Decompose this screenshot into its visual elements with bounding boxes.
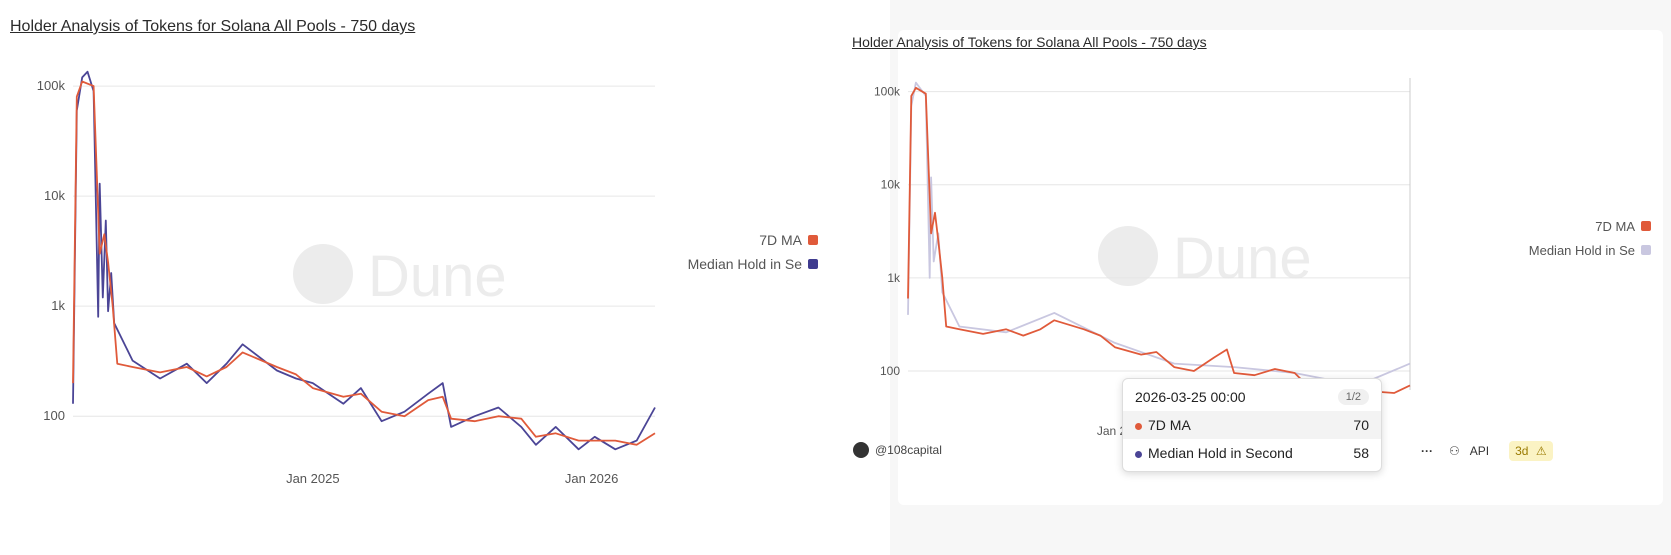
legend-label: Median Hold in Se bbox=[687, 256, 802, 272]
tooltip-row-median-hold: Median Hold in Second 58 bbox=[1123, 439, 1381, 467]
legend-swatch bbox=[808, 259, 818, 269]
tooltip-header: 2026-03-25 00:00 1/2 bbox=[1123, 379, 1381, 411]
age-badge[interactable]: 3d ⚠ bbox=[1509, 441, 1553, 461]
tooltip-row-7d-ma: 7D MA 70 bbox=[1123, 411, 1381, 439]
left-chart-svg: Dune 100 1k 10k 100k Jan 2025 Jan 2026 bbox=[37, 70, 656, 486]
y-tick-label: 100 bbox=[43, 408, 65, 423]
x-tick-label: Jan 2026 bbox=[565, 471, 619, 486]
legend-item-median-hold[interactable]: Median Hold in Se bbox=[1529, 238, 1651, 262]
y-tick-label: 100k bbox=[874, 85, 901, 99]
legend-item-7d-ma[interactable]: 7D MA bbox=[688, 228, 818, 252]
tooltip-series-label: 7D MA bbox=[1148, 417, 1191, 433]
y-tick-label: 10k bbox=[881, 178, 901, 192]
watermark: Dune bbox=[293, 244, 507, 309]
tooltip-page[interactable]: 1/2 bbox=[1337, 389, 1369, 405]
legend-swatch bbox=[1641, 221, 1651, 231]
watermark-text: Dune bbox=[368, 244, 507, 309]
y-tick-label: 1k bbox=[51, 298, 65, 313]
chart-legend: 7D MA Median Hold in Se bbox=[1529, 214, 1651, 262]
data-tooltip: 2026-03-25 00:00 1/2 7D MA 70 Median Hol… bbox=[1122, 378, 1382, 472]
more-options-button[interactable]: ··· bbox=[1415, 444, 1439, 458]
chart-title[interactable]: Holder Analysis of Tokens for Solana All… bbox=[10, 18, 416, 35]
legend-label: Median Hold in Se bbox=[1528, 242, 1635, 258]
legend-item-median-hold[interactable]: Median Hold in Se bbox=[688, 252, 818, 276]
watermark-logo bbox=[1098, 226, 1158, 286]
right-chart-panel: Holder Analysis of Tokens for Solana All… bbox=[852, 0, 1671, 555]
left-chart-panel: Holder Analysis of Tokens for Solana All… bbox=[10, 18, 818, 486]
watermark-logo bbox=[293, 244, 353, 304]
chart-title[interactable]: Holder Analysis of Tokens for Solana All… bbox=[852, 34, 1207, 50]
x-tick-label: Jan 2025 bbox=[286, 471, 340, 486]
y-tick-label: 100k bbox=[37, 78, 66, 93]
watermark-text: Dune bbox=[1173, 226, 1312, 291]
legend-swatch bbox=[808, 235, 818, 245]
chart-legend: 7D MA Median Hold in Se bbox=[688, 228, 818, 276]
avatar-icon[interactable] bbox=[853, 442, 869, 458]
series-dot bbox=[1135, 451, 1142, 458]
y-tick-label: 1k bbox=[887, 271, 901, 285]
toolbar: ··· ⚇ API 3d ⚠ bbox=[1415, 441, 1553, 461]
tooltip-value: 58 bbox=[1353, 445, 1369, 461]
series-line bbox=[72, 70, 656, 451]
tooltip-date: 2026-03-25 00:00 bbox=[1135, 389, 1246, 405]
age-label: 3d bbox=[1515, 444, 1529, 458]
legend-label: 7D MA bbox=[759, 232, 802, 248]
warning-triangle-icon: ⚠ bbox=[1535, 444, 1547, 458]
series-line bbox=[72, 80, 656, 446]
legend-swatch bbox=[1641, 245, 1651, 255]
series-line bbox=[907, 81, 1411, 387]
watermark: Dune bbox=[1098, 226, 1312, 291]
legend-item-7d-ma[interactable]: 7D MA bbox=[1529, 214, 1651, 238]
series-line bbox=[907, 86, 1411, 394]
author-handle[interactable]: @108capital bbox=[875, 443, 942, 457]
tooltip-series-label: Median Hold in Second bbox=[1148, 445, 1293, 461]
author-footer: @108capital bbox=[853, 442, 942, 458]
plug-icon[interactable]: ⚇ bbox=[1449, 444, 1460, 458]
series-dot bbox=[1135, 423, 1142, 430]
y-tick-label: 10k bbox=[44, 188, 65, 203]
y-tick-label: 100 bbox=[880, 364, 900, 378]
api-button[interactable]: API bbox=[1464, 444, 1495, 458]
legend-label: 7D MA bbox=[1595, 218, 1635, 234]
tooltip-value: 70 bbox=[1353, 417, 1369, 433]
